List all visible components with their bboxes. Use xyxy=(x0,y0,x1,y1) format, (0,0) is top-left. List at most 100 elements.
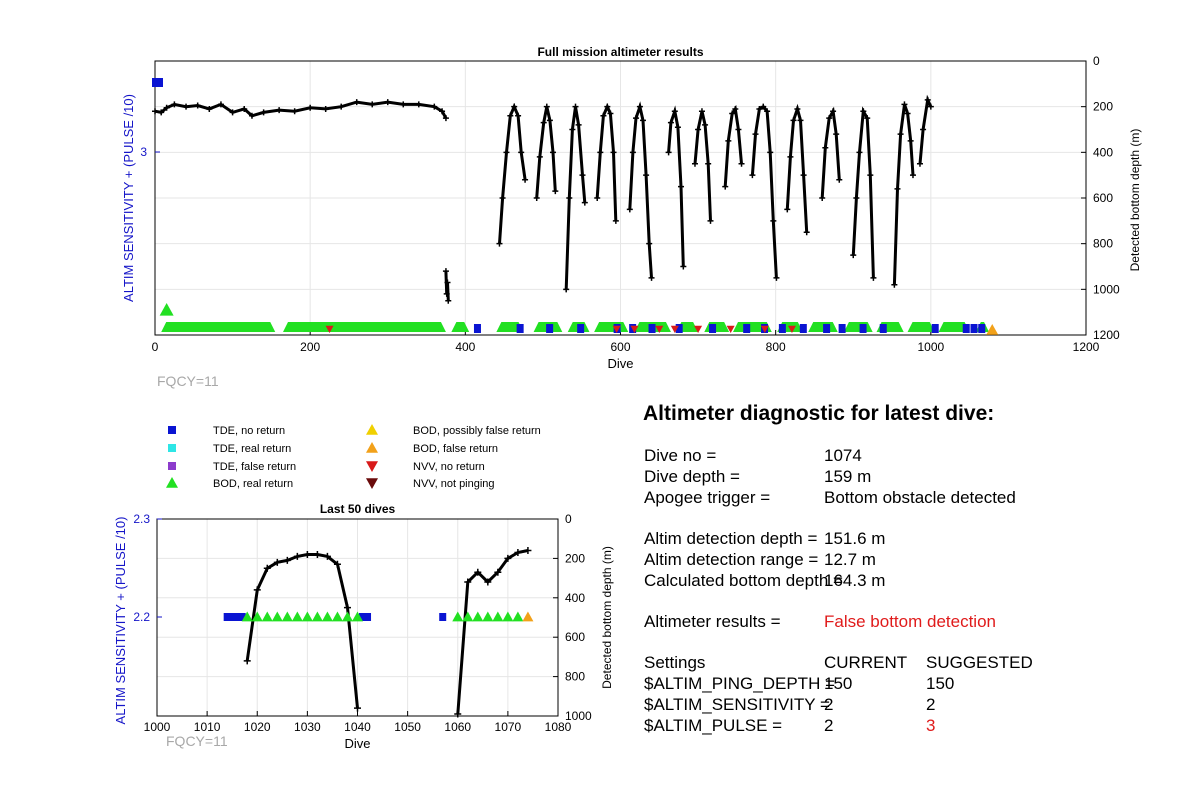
setting-ping-depth-name: $ALTIM_PING_DEPTH = xyxy=(644,674,835,693)
bod-real-return-marker xyxy=(808,322,838,332)
setting-ping-depth-suggested: 150 xyxy=(926,674,955,693)
depth-point xyxy=(822,144,829,151)
depth-point xyxy=(276,107,283,114)
depth-point xyxy=(665,149,672,156)
depth-point xyxy=(504,554,512,562)
depth-point xyxy=(610,149,617,156)
depth-point xyxy=(853,195,860,201)
depth-point xyxy=(293,552,301,560)
nvv-no-return-marker xyxy=(760,325,769,333)
depth-point xyxy=(536,153,543,160)
legend-entry-label: TDE, real return xyxy=(213,443,291,455)
y-left-tick-label: 2.2 xyxy=(133,610,150,624)
tde-no-return-marker xyxy=(743,324,751,333)
depth-point xyxy=(496,240,503,247)
depth-point xyxy=(600,112,607,119)
depth-point xyxy=(260,109,267,116)
bod-real-return-marker xyxy=(311,611,323,622)
x-tick-label: 1080 xyxy=(545,720,572,734)
legend-marker xyxy=(168,444,176,452)
y-right-tick-label: 200 xyxy=(565,551,585,565)
bod-real-return-marker xyxy=(502,611,514,622)
diagnostic-title: Altimeter diagnostic for latest dive: xyxy=(643,402,995,425)
setting-sensitivity-name: $ALTIM_SENSITIVITY = xyxy=(644,695,830,714)
depth-point xyxy=(920,126,927,133)
legend-entry-label: BOD, possibly false return xyxy=(413,425,541,437)
tde-no-return-marker xyxy=(838,324,846,333)
depth-point xyxy=(722,183,729,190)
bod-real-return-marker xyxy=(321,611,333,622)
depth-point xyxy=(760,103,767,110)
x-tick-label: 1010 xyxy=(194,720,221,734)
legend-marker xyxy=(166,477,178,488)
bod-false-return-marker xyxy=(522,611,534,622)
depth-point xyxy=(705,160,712,167)
diag-dive-no-value: 1074 xyxy=(824,446,862,465)
depth-point xyxy=(333,560,341,568)
bod-real-return-marker xyxy=(472,611,484,622)
diag-results-label: Altimeter results = xyxy=(644,612,781,631)
x-tick-label: 1000 xyxy=(917,340,944,354)
diag-detection-depth-value: 151.6 m xyxy=(824,529,886,548)
depth-point xyxy=(612,217,619,224)
depth-point xyxy=(867,172,874,179)
y-right-tick-label: 600 xyxy=(1093,191,1113,205)
x-tick-label: 200 xyxy=(300,340,320,354)
depth-point xyxy=(515,112,522,119)
diag-calculated-depth-value: 164.3 m xyxy=(824,571,886,590)
depth-point xyxy=(897,131,904,138)
x-tick-label: 0 xyxy=(152,340,159,354)
depth-series-line xyxy=(750,104,778,278)
y-right-axis-label: Detected bottom depth (m) xyxy=(1128,129,1142,272)
depth-point xyxy=(784,206,791,213)
x-tick-label: 1020 xyxy=(244,720,271,734)
depth-point xyxy=(803,229,810,236)
depth-point xyxy=(206,105,213,112)
depth-point xyxy=(702,121,709,128)
depth-point xyxy=(725,137,732,144)
tde-no-return-marker xyxy=(238,613,246,621)
depth-series-line xyxy=(595,102,618,221)
depth-point xyxy=(354,704,361,712)
tde-no-return-marker xyxy=(516,324,524,333)
x-tick-label: 400 xyxy=(455,340,475,354)
depth-point xyxy=(860,108,867,115)
tde-no-return-marker xyxy=(709,324,717,333)
depth-series-line xyxy=(918,94,933,164)
depth-point xyxy=(643,172,650,179)
depth-point xyxy=(752,131,759,138)
diag-results-value: False bottom detection xyxy=(824,612,996,631)
depth-point xyxy=(909,172,916,179)
legend-entry-label: NVV, not pinging xyxy=(413,478,495,490)
bod-real-return-marker xyxy=(594,322,629,332)
legend-marker xyxy=(366,424,378,435)
depth-point xyxy=(648,274,655,281)
tde-no-return-marker xyxy=(675,324,683,333)
bod-real-return-marker xyxy=(261,611,273,622)
depth-point xyxy=(431,103,438,110)
depth-point xyxy=(797,117,804,124)
bod-real-return-marker xyxy=(271,611,283,622)
settings-header-current: CURRENT xyxy=(824,653,908,672)
bod-real-return-marker xyxy=(512,611,524,622)
nvv-no-return-marker xyxy=(694,325,703,333)
tde-no-return-marker xyxy=(970,324,978,333)
bod-real-return-marker xyxy=(291,611,303,622)
nvv-no-return-marker xyxy=(612,325,621,333)
diag-dive-no-label: Dive no = xyxy=(644,446,717,465)
depth-point xyxy=(773,274,780,281)
y-right-axis-label: Detected bottom depth (m) xyxy=(600,546,614,689)
depth-point xyxy=(303,550,311,558)
x-axis-label: Dive xyxy=(607,356,633,371)
legend-marker xyxy=(168,462,176,470)
y-right-tick-label: 800 xyxy=(565,670,585,684)
depth-point xyxy=(770,217,777,224)
y-right-tick-label: 1200 xyxy=(1093,328,1120,342)
x-tick-label: 1040 xyxy=(344,720,371,734)
depth-point xyxy=(443,290,450,297)
depth-series-line xyxy=(667,105,685,267)
x-tick-label: 1200 xyxy=(1073,340,1100,354)
depth-point xyxy=(572,103,579,110)
depth-point xyxy=(756,105,763,112)
